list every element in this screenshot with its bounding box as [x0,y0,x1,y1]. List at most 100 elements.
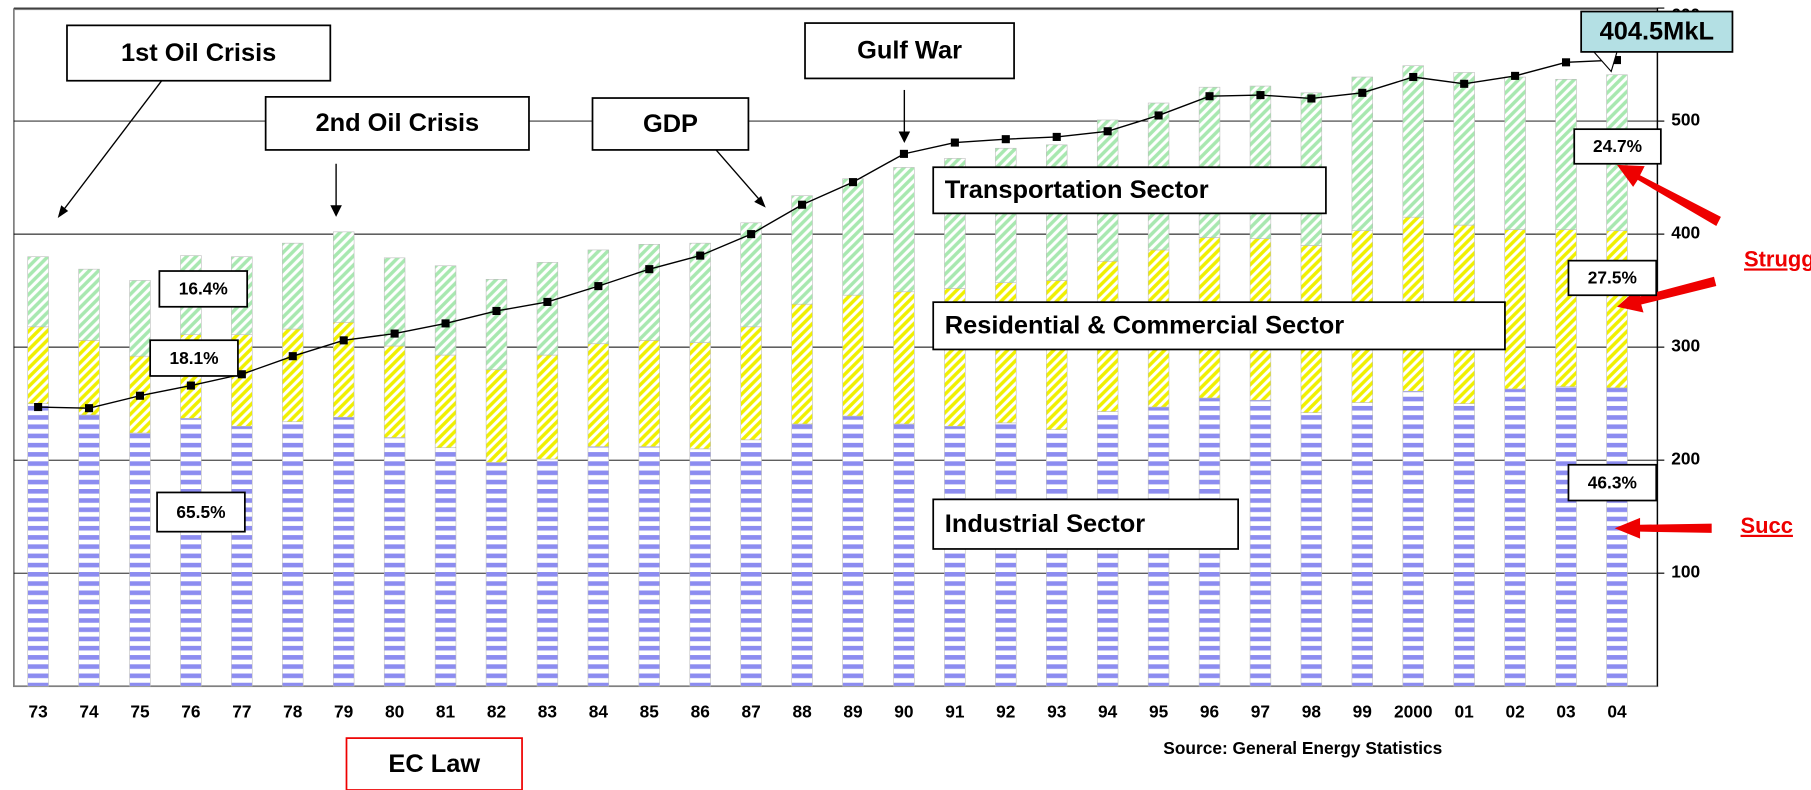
bar-segment [1555,229,1577,387]
bar-segment [129,432,151,687]
y-tick-label: 200 [1671,449,1700,469]
x-tick-label: 92 [996,701,1015,721]
bar-segment [587,343,610,447]
x-tick-label: 86 [691,701,710,721]
gdp-marker [1001,135,1010,144]
bar-segment [1046,429,1068,687]
x-tick-label: 2000 [1394,701,1433,721]
bar-segment [689,242,711,343]
annotation: 46.3% [1588,472,1637,492]
bar-segment [1555,78,1577,230]
x-tick-label: 91 [945,701,965,721]
annotation: 1st Oil Crisis [121,39,276,67]
x-tick-label: 85 [640,701,660,721]
gdp-marker [543,297,552,306]
label-box [591,97,750,151]
x-tick-label: 82 [487,701,506,721]
gdp-marker [441,319,450,328]
bar-segment [536,262,559,356]
bar-segment [383,437,406,687]
label-box [932,498,1239,550]
bar-segment [842,294,864,417]
x-tick-label: 97 [1251,701,1270,721]
bar-segment [1606,387,1628,687]
bar-segment [78,414,100,687]
label-box [1567,259,1658,297]
red-arrow [1616,164,1721,227]
ec-law: EC Law [388,750,480,778]
gdp-marker [237,370,246,379]
gdp-marker [798,200,807,209]
bar-segment [434,265,457,356]
gdp-marker [747,230,756,239]
x-tick-label: 83 [538,701,557,721]
bar-segment [689,342,711,450]
gdp-marker [492,306,501,316]
bar-segment [333,416,355,687]
arrow-head [754,196,766,208]
annotation: 404.5MkL [1600,18,1714,46]
x-tick-label: 84 [589,701,609,721]
bar-segment [638,340,660,447]
x-tick-label: 95 [1149,701,1169,721]
bar-segment [282,421,304,687]
x-tick-label: 79 [334,701,353,721]
bar-segment [383,345,406,438]
gdp-line [38,59,1617,409]
x-tick-label: 80 [385,701,404,721]
label-box [1573,128,1662,165]
gdp-marker [1154,111,1163,120]
x-tick-label: 76 [181,701,200,721]
bar-segment [842,415,864,687]
arrow-head [330,205,342,217]
x-tick-label: 96 [1200,701,1219,721]
bar-segment [587,249,610,345]
annotations: 1st Oil Crisis 2nd Oil Crisis Gulf War 404.… [57,10,1811,790]
bar-segment [1555,386,1577,687]
gdp-marker [1511,71,1520,80]
bar-segment [1351,402,1373,687]
x-tick-label: 03 [1556,701,1575,721]
gdp-marker [390,329,399,338]
y-tick-label: 300 [1671,336,1700,356]
arrow-head [57,205,69,218]
bar-segment [27,326,49,404]
bar-segment [791,195,813,305]
y-tick-label: 400 [1671,223,1700,243]
x-tick-label: 94 [1098,701,1118,721]
bar-segment [1402,65,1424,218]
bar-segment [1504,229,1526,390]
bar-segment [27,403,49,687]
x-tick-label: 93 [1047,701,1066,721]
gdp-marker [1103,127,1112,136]
label-box [66,24,332,82]
bar-segment [434,447,457,687]
gdp-marker [1205,92,1214,101]
gdp-marker [1358,88,1367,97]
bar-segment [180,418,202,687]
x-tick-label: 73 [28,701,47,721]
bar-segment [740,439,762,687]
x-tick-label: 90 [894,701,913,721]
annotation: 65.5% [176,502,225,522]
annotation: 2nd Oil Crisis [315,109,479,137]
x-tick-label: 74 [79,701,99,721]
label-box [932,166,1327,215]
arrow-head [898,131,911,144]
bar-segment [587,446,610,687]
bar-segment [1453,72,1475,226]
gdp-marker [899,149,908,158]
bar-segment [282,328,304,423]
bar-segment [78,340,100,416]
label-box [149,339,239,377]
red-arrow [1616,276,1717,313]
label-box [1580,10,1734,53]
gdp-marker [645,265,654,274]
x-tick-label: 98 [1302,701,1322,721]
bar-segment [383,257,406,347]
bar-segment [944,425,966,687]
bar-segment [842,178,864,296]
bar-segment [1402,390,1424,687]
gdp-marker [1256,91,1265,100]
